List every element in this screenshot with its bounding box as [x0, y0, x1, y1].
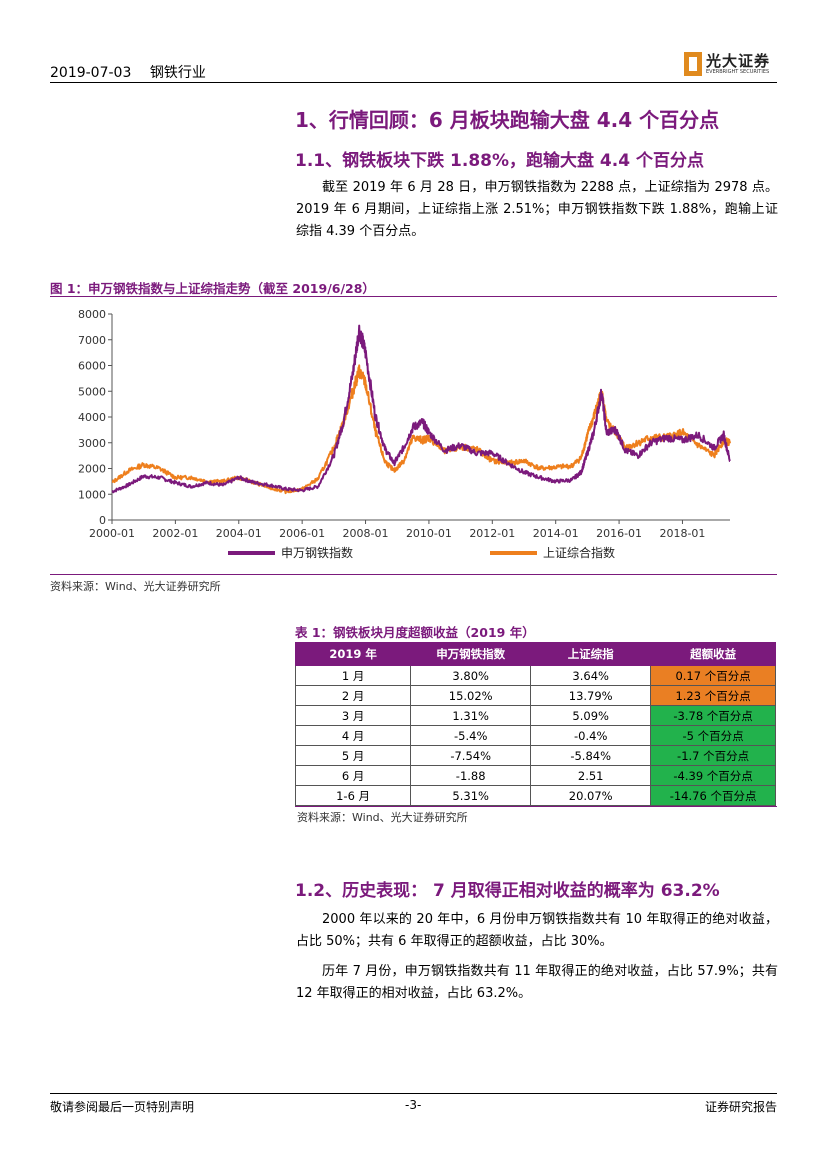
excess-return-cell: 0.17 个百分点 [650, 665, 776, 686]
table-cell: 1 月 [294, 665, 412, 686]
footer-disclaimer: 敬请参阅最后一页特别声明 [50, 1100, 195, 1114]
section-1-2-paragraph-2: 历年 7 月份，申万钢铁指数共有 11 年取得正的绝对收益，占比 57.9%；共… [296, 964, 778, 1001]
excess-return-cell: -4.39 个百分点 [650, 765, 776, 786]
industry-label: 钢铁行业 [149, 65, 206, 81]
monthly-excess-return-table: 2019 年 申万钢铁指数 上证综指 超额收益 1 月 3.80% 3.64% 0.1… [294, 642, 776, 806]
figure-1-title: 图 1：申万钢铁指数与上证综指走势（截至 2019/6/28） [50, 281, 375, 296]
x-tick-label: 2002-01 [152, 527, 198, 540]
page-header: 2019-07-03 钢铁行业 [50, 62, 220, 82]
section-1-title: 1、行情回顾：6 月板块跑输大盘 4.4 个百分点 [295, 108, 720, 132]
legend-label-sse: 上证综合指数 [543, 545, 615, 560]
y-tick-label: 1000 [78, 488, 106, 501]
page-number: -3- [405, 1098, 422, 1112]
excess-return-cell: -1.7 个百分点 [650, 745, 776, 766]
index-trend-chart: 0 1000 2000 3000 4000 5000 6000 7000 8000 2000-01… [78, 308, 731, 560]
y-tick-label: 2000 [78, 463, 106, 476]
excess-return-cell: -3.78 个百分点 [650, 705, 776, 726]
steel-index-line [111, 324, 731, 494]
logo-text-en: EVERBRIGHT SECURITIES [706, 69, 770, 75]
table-cell: 5.31% [410, 785, 532, 806]
y-tick-label: 6000 [78, 360, 106, 373]
table-row: 3 月 1.31% 5.09% -3.78 个百分点 [294, 705, 776, 726]
section-1-2-title: 1.2、历史表现： 7 月取得正相对收益的概率为 63.2% [295, 881, 720, 901]
x-tick-label: 2000-01 [89, 527, 135, 540]
report-date: 2019-07-03 [50, 65, 132, 81]
table-cell: 2.51 [530, 765, 652, 786]
table-bottom-rule [295, 806, 777, 807]
footer-report-type: 证券研究报告 [704, 1100, 777, 1114]
table-row: 4 月 -5.4% -0.4% -5 个百分点 [294, 725, 776, 746]
table-header-row: 2019 年 申万钢铁指数 上证综指 超额收益 [294, 642, 776, 666]
figure-top-rule [50, 296, 777, 297]
table-cell: 3.64% [530, 665, 652, 686]
table-cell: 13.79% [530, 685, 652, 706]
table-cell: 5 月 [294, 745, 412, 766]
table-row: 6 月 -1.88 2.51 -4.39 个百分点 [294, 765, 776, 786]
table-cell: 3 月 [294, 705, 412, 726]
table-row: 5 月 -7.54% -5.84% -1.7 个百分点 [294, 745, 776, 766]
x-tick-label: 2018-01 [659, 527, 705, 540]
table-cell: 6 月 [294, 765, 412, 786]
y-tick-label: 3000 [78, 437, 106, 450]
table-header-cell: 2019 年 [294, 642, 412, 666]
excess-return-cell: -5 个百分点 [650, 725, 776, 746]
x-tick-label: 2004-01 [216, 527, 262, 540]
y-tick-label: 0 [99, 514, 106, 527]
legend-label-steel: 申万钢铁指数 [281, 545, 353, 560]
x-tick-label: 2014-01 [533, 527, 579, 540]
table-cell: 5.09% [530, 705, 652, 726]
table-header-cell: 申万钢铁指数 [410, 642, 532, 666]
x-tick-label: 2010-01 [406, 527, 452, 540]
everbright-logo: 光大证券 EVERBRIGHT SECURITIES [684, 50, 778, 80]
x-tick-label: 2006-01 [279, 527, 325, 540]
table-header-cell: 上证综指 [530, 642, 652, 666]
section-1-1-title: 1.1、钢铁板块下跌 1.88%，跑输大盘 4.4 个百分点 [295, 151, 704, 171]
x-tick-label: 2012-01 [469, 527, 515, 540]
y-tick-label: 8000 [78, 308, 106, 321]
x-tick-label: 2016-01 [596, 527, 642, 540]
y-tick-label: 5000 [78, 385, 106, 398]
footer-divider [50, 1093, 777, 1094]
header-divider [50, 82, 777, 83]
section-1-2-paragraph-1: 2000 年以来的 20 年中，6 月份申万钢铁指数共有 10 年取得正的绝对收… [296, 912, 778, 949]
y-tick-label: 4000 [78, 411, 106, 424]
table-cell: 20.07% [530, 785, 652, 806]
logo-text-cn: 光大证券 [706, 52, 771, 70]
table-cell: -5.4% [410, 725, 532, 746]
sse-index-line [111, 364, 731, 495]
table-cell: -5.84% [530, 745, 652, 766]
table-1-source: 资料来源：Wind、光大证券研究所 [297, 811, 468, 824]
excess-return-cell: 1.23 个百分点 [650, 685, 776, 706]
table-cell: -7.54% [410, 745, 532, 766]
table-1-title: 表 1：钢铁板块月度超额收益（2019 年） [295, 625, 535, 640]
table-cell: 1.31% [410, 705, 532, 726]
figure-1-source: 资料来源：Wind、光大证券研究所 [50, 580, 221, 593]
table-cell: -1.88 [410, 765, 532, 786]
table-cell: 4 月 [294, 725, 412, 746]
table-cell: 15.02% [410, 685, 532, 706]
y-tick-label: 7000 [78, 334, 106, 347]
section-1-1-paragraph: 截至 2019 年 6 月 28 日，申万钢铁指数为 2288 点，上证综指为 … [296, 180, 778, 239]
table-cell: -0.4% [530, 725, 652, 746]
table-row: 1 月 3.80% 3.64% 0.17 个百分点 [294, 665, 776, 686]
table-header-cell: 超额收益 [650, 642, 776, 666]
table-cell: 3.80% [410, 665, 532, 686]
table-cell: 2 月 [294, 685, 412, 706]
x-tick-label: 2008-01 [343, 527, 389, 540]
table-cell: 1-6 月 [294, 785, 412, 806]
table-row: 1-6 月 5.31% 20.07% -14.76 个百分点 [294, 785, 776, 806]
excess-return-cell: -14.76 个百分点 [650, 785, 776, 806]
figure-bottom-rule [50, 574, 777, 575]
table-row: 2 月 15.02% 13.79% 1.23 个百分点 [294, 685, 776, 706]
